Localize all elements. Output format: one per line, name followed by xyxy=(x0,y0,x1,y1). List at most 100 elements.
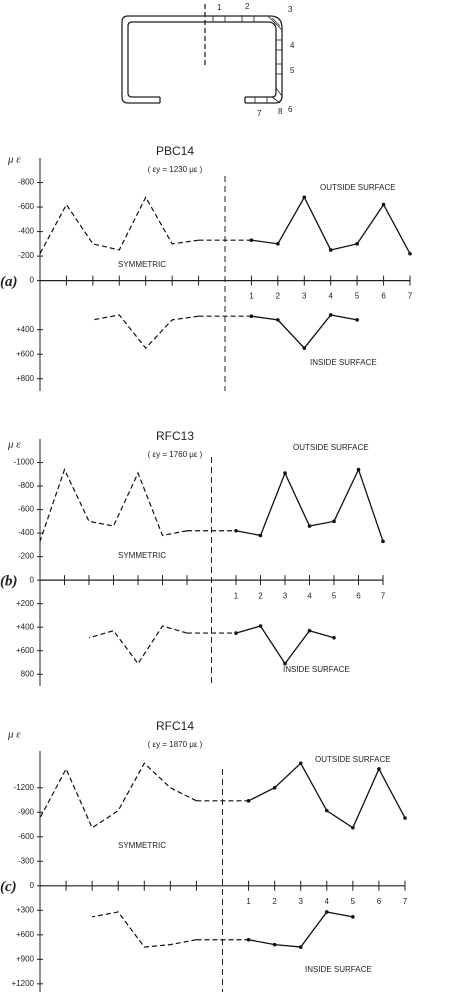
y-tick-label: +400 xyxy=(16,622,35,631)
y-tick-label: -900 xyxy=(18,807,35,816)
y-tick-label: +400 xyxy=(16,325,35,334)
y-tick-label: +600 xyxy=(16,930,35,939)
line-series xyxy=(248,911,353,948)
line-series xyxy=(251,314,358,350)
gauge-label: 3 xyxy=(288,5,293,14)
y-tick-label: +800 xyxy=(16,374,35,383)
y-tick-label: 0 xyxy=(30,276,35,285)
x-tick-label: 6 xyxy=(381,292,386,301)
data-point xyxy=(276,318,280,322)
annotation: SYMMETRIC xyxy=(118,841,166,850)
x-tick-label: 7 xyxy=(381,591,386,600)
data-point xyxy=(351,825,355,830)
mirror-series xyxy=(39,762,197,829)
y-tick-label: 0 xyxy=(30,575,35,584)
data-point xyxy=(324,808,329,813)
chart: PBC14 ( εy = 1230 με ) μ ε (a) -800 -600 -400 -… xyxy=(0,144,413,391)
x-tick-label: 3 xyxy=(302,292,307,301)
data-point xyxy=(307,524,312,528)
y-tick-label: -600 xyxy=(18,505,35,514)
gauge-label: 8 xyxy=(278,107,283,116)
panel-label: (a) xyxy=(0,274,18,290)
y-tick-label: -600 xyxy=(18,202,35,211)
y-tick-label: -200 xyxy=(18,251,35,260)
x-tick-label: 1 xyxy=(234,591,239,600)
mirror-series xyxy=(88,625,188,665)
gauge-label: 4 xyxy=(290,41,295,50)
y-tick-label: +200 xyxy=(16,599,35,608)
x-tick-label: 4 xyxy=(307,591,312,600)
section-diagram xyxy=(121,4,283,104)
series-label: OUTSIDE SURFACE xyxy=(293,443,369,452)
y-tick-label: -800 xyxy=(18,178,35,187)
line-series xyxy=(251,195,411,254)
data-point xyxy=(351,915,355,919)
chart-title: PBC14 xyxy=(156,144,194,158)
y-tick-label: -1200 xyxy=(14,783,35,792)
x-tick-label: 5 xyxy=(351,897,356,906)
gauge-label: 2 xyxy=(245,2,250,11)
data-point xyxy=(324,910,329,914)
data-point xyxy=(332,519,336,524)
mirror-series xyxy=(39,195,199,254)
panel-label: (c) xyxy=(0,879,17,895)
gauge-label: 7 xyxy=(257,109,262,118)
data-point xyxy=(246,937,251,942)
x-tick-label: 5 xyxy=(355,292,360,301)
x-tick-label: 3 xyxy=(298,897,303,906)
y-tick-label: +600 xyxy=(16,349,35,358)
chart-title: RFC14 xyxy=(156,719,194,733)
line-series xyxy=(235,467,384,542)
data-point xyxy=(377,767,381,771)
gauge-label: 5 xyxy=(290,66,295,75)
mirror-series xyxy=(92,314,199,349)
series-label: OUTSIDE SURFACE xyxy=(320,183,396,192)
y-tick-label: -400 xyxy=(18,528,35,537)
y-tick-label: +300 xyxy=(16,905,35,914)
data-point xyxy=(258,624,263,628)
data-point xyxy=(307,628,312,633)
data-point xyxy=(272,942,277,947)
mirror-series xyxy=(92,911,197,948)
x-tick-label: 2 xyxy=(272,897,277,906)
x-tick-label: 3 xyxy=(283,591,288,600)
data-point xyxy=(276,242,280,246)
section-outer xyxy=(121,15,283,104)
y-tick-label: -200 xyxy=(18,552,35,561)
data-point xyxy=(332,635,336,640)
x-tick-label: 7 xyxy=(403,897,408,906)
y-tick-label: +600 xyxy=(16,646,35,655)
panel-label: (b) xyxy=(0,574,18,590)
gauge-label: 1 xyxy=(217,3,222,12)
series-label: INSIDE SURFACE xyxy=(283,665,350,674)
mirror-series xyxy=(39,467,188,542)
annotation: SYMMETRIC xyxy=(118,551,166,560)
y-tick-label: -800 xyxy=(18,481,35,490)
section-lip xyxy=(159,97,246,103)
x-tick-label: 7 xyxy=(408,292,413,301)
data-point xyxy=(355,318,359,322)
data-point xyxy=(381,539,385,544)
x-tick-label: 6 xyxy=(377,897,382,906)
y-tick-label: -1000 xyxy=(14,458,35,467)
data-point xyxy=(246,799,251,803)
chart-title: RFC13 xyxy=(156,429,194,443)
chart-subtitle: ( εy = 1870 με ) xyxy=(148,740,203,749)
chart-subtitle: ( εy = 1760 με ) xyxy=(148,450,203,459)
y-tick-label: 800 xyxy=(21,669,35,678)
data-point xyxy=(403,816,407,820)
data-point xyxy=(234,631,238,635)
data-point xyxy=(302,346,307,350)
y-axis-label: μ ε xyxy=(7,439,21,451)
x-tick-label: 1 xyxy=(246,897,251,906)
series-label: OUTSIDE SURFACE xyxy=(315,755,391,764)
series-label: INSIDE SURFACE xyxy=(305,965,372,974)
data-point xyxy=(249,314,254,318)
y-axis-label: μ ε xyxy=(7,729,21,741)
data-point xyxy=(298,761,303,766)
x-tick-label: 2 xyxy=(258,591,263,600)
data-point xyxy=(302,195,307,200)
x-tick-label: 4 xyxy=(325,897,330,906)
data-point xyxy=(283,661,287,666)
